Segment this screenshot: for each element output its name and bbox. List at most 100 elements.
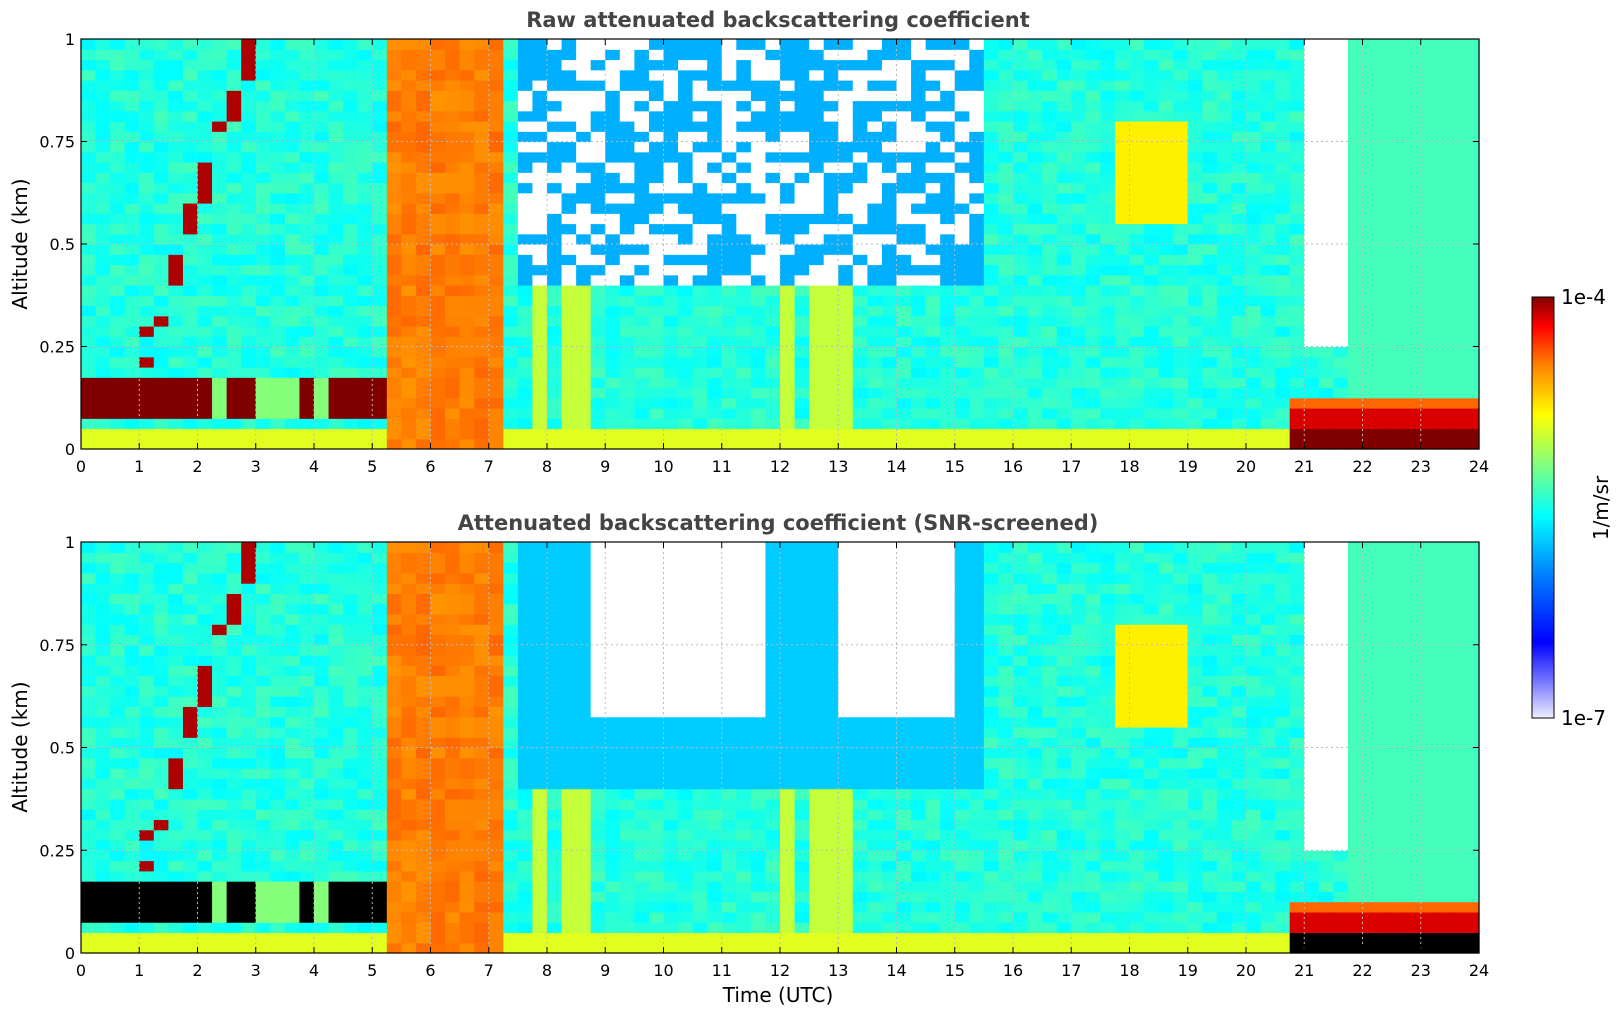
heatmap-cell <box>576 387 592 399</box>
heatmap-cell <box>1114 387 1131 399</box>
heatmap-cell <box>445 809 461 821</box>
heatmap-cell <box>1275 121 1291 132</box>
heatmap-cell <box>707 182 723 194</box>
heatmap-cell <box>1129 49 1145 61</box>
heatmap-cell <box>532 295 548 307</box>
heatmap-cell <box>1304 326 1320 337</box>
heatmap-cell <box>503 244 519 255</box>
heatmap-cell <box>445 213 461 225</box>
heatmap-cell <box>212 346 228 358</box>
heatmap-cell <box>809 172 825 184</box>
heatmap-cell <box>1406 438 1422 450</box>
heatmap-cell <box>328 326 344 337</box>
heatmap-cell <box>95 39 111 50</box>
heatmap-cell <box>503 203 519 214</box>
heatmap-cell <box>343 49 359 61</box>
heatmap-cell <box>925 162 941 173</box>
heatmap-cell <box>459 408 475 419</box>
heatmap-cell <box>678 367 694 378</box>
heatmap-cell <box>1275 336 1291 348</box>
heatmap-cell <box>605 326 621 337</box>
heatmap-cell <box>590 418 606 430</box>
heatmap-cell <box>415 881 432 892</box>
heatmap-cell <box>153 264 169 276</box>
heatmap-cell <box>386 182 402 194</box>
heatmap-cell <box>415 768 432 779</box>
heatmap-cell <box>386 706 402 718</box>
heatmap-cell <box>328 285 344 296</box>
heatmap-cell <box>911 131 927 143</box>
heatmap-cell <box>867 39 883 50</box>
heatmap-cell <box>1275 49 1291 61</box>
heatmap-cell <box>1275 418 1291 430</box>
heatmap-cell <box>81 326 97 337</box>
heatmap-cell <box>896 182 912 194</box>
heatmap-cell <box>415 685 432 697</box>
heatmap-cell <box>386 80 402 91</box>
heatmap-cell <box>284 839 301 851</box>
heatmap-cell <box>809 408 825 419</box>
heatmap-cell <box>314 172 330 184</box>
heatmap-cell <box>182 644 199 656</box>
heatmap-cell <box>1027 172 1043 184</box>
heatmap-cell <box>343 839 359 851</box>
heatmap-cell <box>1144 346 1160 358</box>
heatmap-cell <box>954 408 970 419</box>
heatmap-cell <box>445 901 461 913</box>
heatmap-cell <box>532 162 548 173</box>
heatmap-cell <box>1042 377 1058 389</box>
heatmap-cell <box>255 757 271 769</box>
heatmap-cell <box>255 932 271 944</box>
heatmap-cell <box>168 90 184 102</box>
heatmap-cell <box>721 285 737 296</box>
heatmap-cell <box>925 69 941 81</box>
heatmap-cell <box>197 798 213 810</box>
heatmap-cell <box>1042 274 1058 286</box>
heatmap-cell <box>386 665 402 677</box>
heatmap-cell <box>1275 59 1291 71</box>
heatmap-cell <box>430 254 446 266</box>
heatmap-cell <box>1289 192 1305 204</box>
heatmap-cell <box>1362 162 1378 173</box>
heatmap-cell <box>1013 59 1029 71</box>
heatmap-cell <box>561 151 577 163</box>
heatmap-cell <box>1362 213 1378 225</box>
heatmap-cell <box>881 336 898 348</box>
heatmap-cell <box>852 418 868 430</box>
heatmap-cell <box>124 90 140 102</box>
heatmap-cell <box>590 121 606 132</box>
heatmap-cell <box>867 244 883 255</box>
heatmap-cell <box>139 839 155 851</box>
heatmap-cell <box>357 100 373 112</box>
heatmap-cell <box>750 80 767 91</box>
heatmap-cell <box>372 829 388 841</box>
heatmap-cell <box>270 377 286 389</box>
heatmap-cell <box>547 100 563 112</box>
heatmap-cell <box>1027 438 1043 450</box>
heatmap-cell <box>124 798 140 810</box>
heatmap-cell <box>736 162 752 173</box>
heatmap-cell <box>401 274 417 286</box>
heatmap-cell <box>969 182 985 194</box>
heatmap-cell <box>430 315 446 327</box>
heatmap-cell <box>1013 90 1029 102</box>
heatmap-cell <box>648 438 665 450</box>
heatmap-cell <box>212 788 228 800</box>
heatmap-cell <box>81 356 97 368</box>
heatmap-cell <box>998 305 1014 317</box>
heatmap-cell <box>561 264 577 276</box>
heatmap-cell <box>357 706 373 718</box>
heatmap-cell <box>314 675 330 687</box>
heatmap-cell <box>809 264 825 276</box>
heatmap-cell <box>1435 254 1451 266</box>
heatmap-cell <box>969 438 985 450</box>
heatmap-cell <box>794 110 810 122</box>
heatmap-cell <box>1144 223 1160 235</box>
heatmap-cell <box>372 675 388 687</box>
heatmap-cell <box>270 295 286 307</box>
heatmap-cell <box>357 737 373 749</box>
heatmap-cell <box>1129 377 1145 389</box>
heatmap-cell <box>634 59 650 71</box>
heatmap-cell <box>1042 295 1058 307</box>
heatmap-cell <box>357 829 373 841</box>
